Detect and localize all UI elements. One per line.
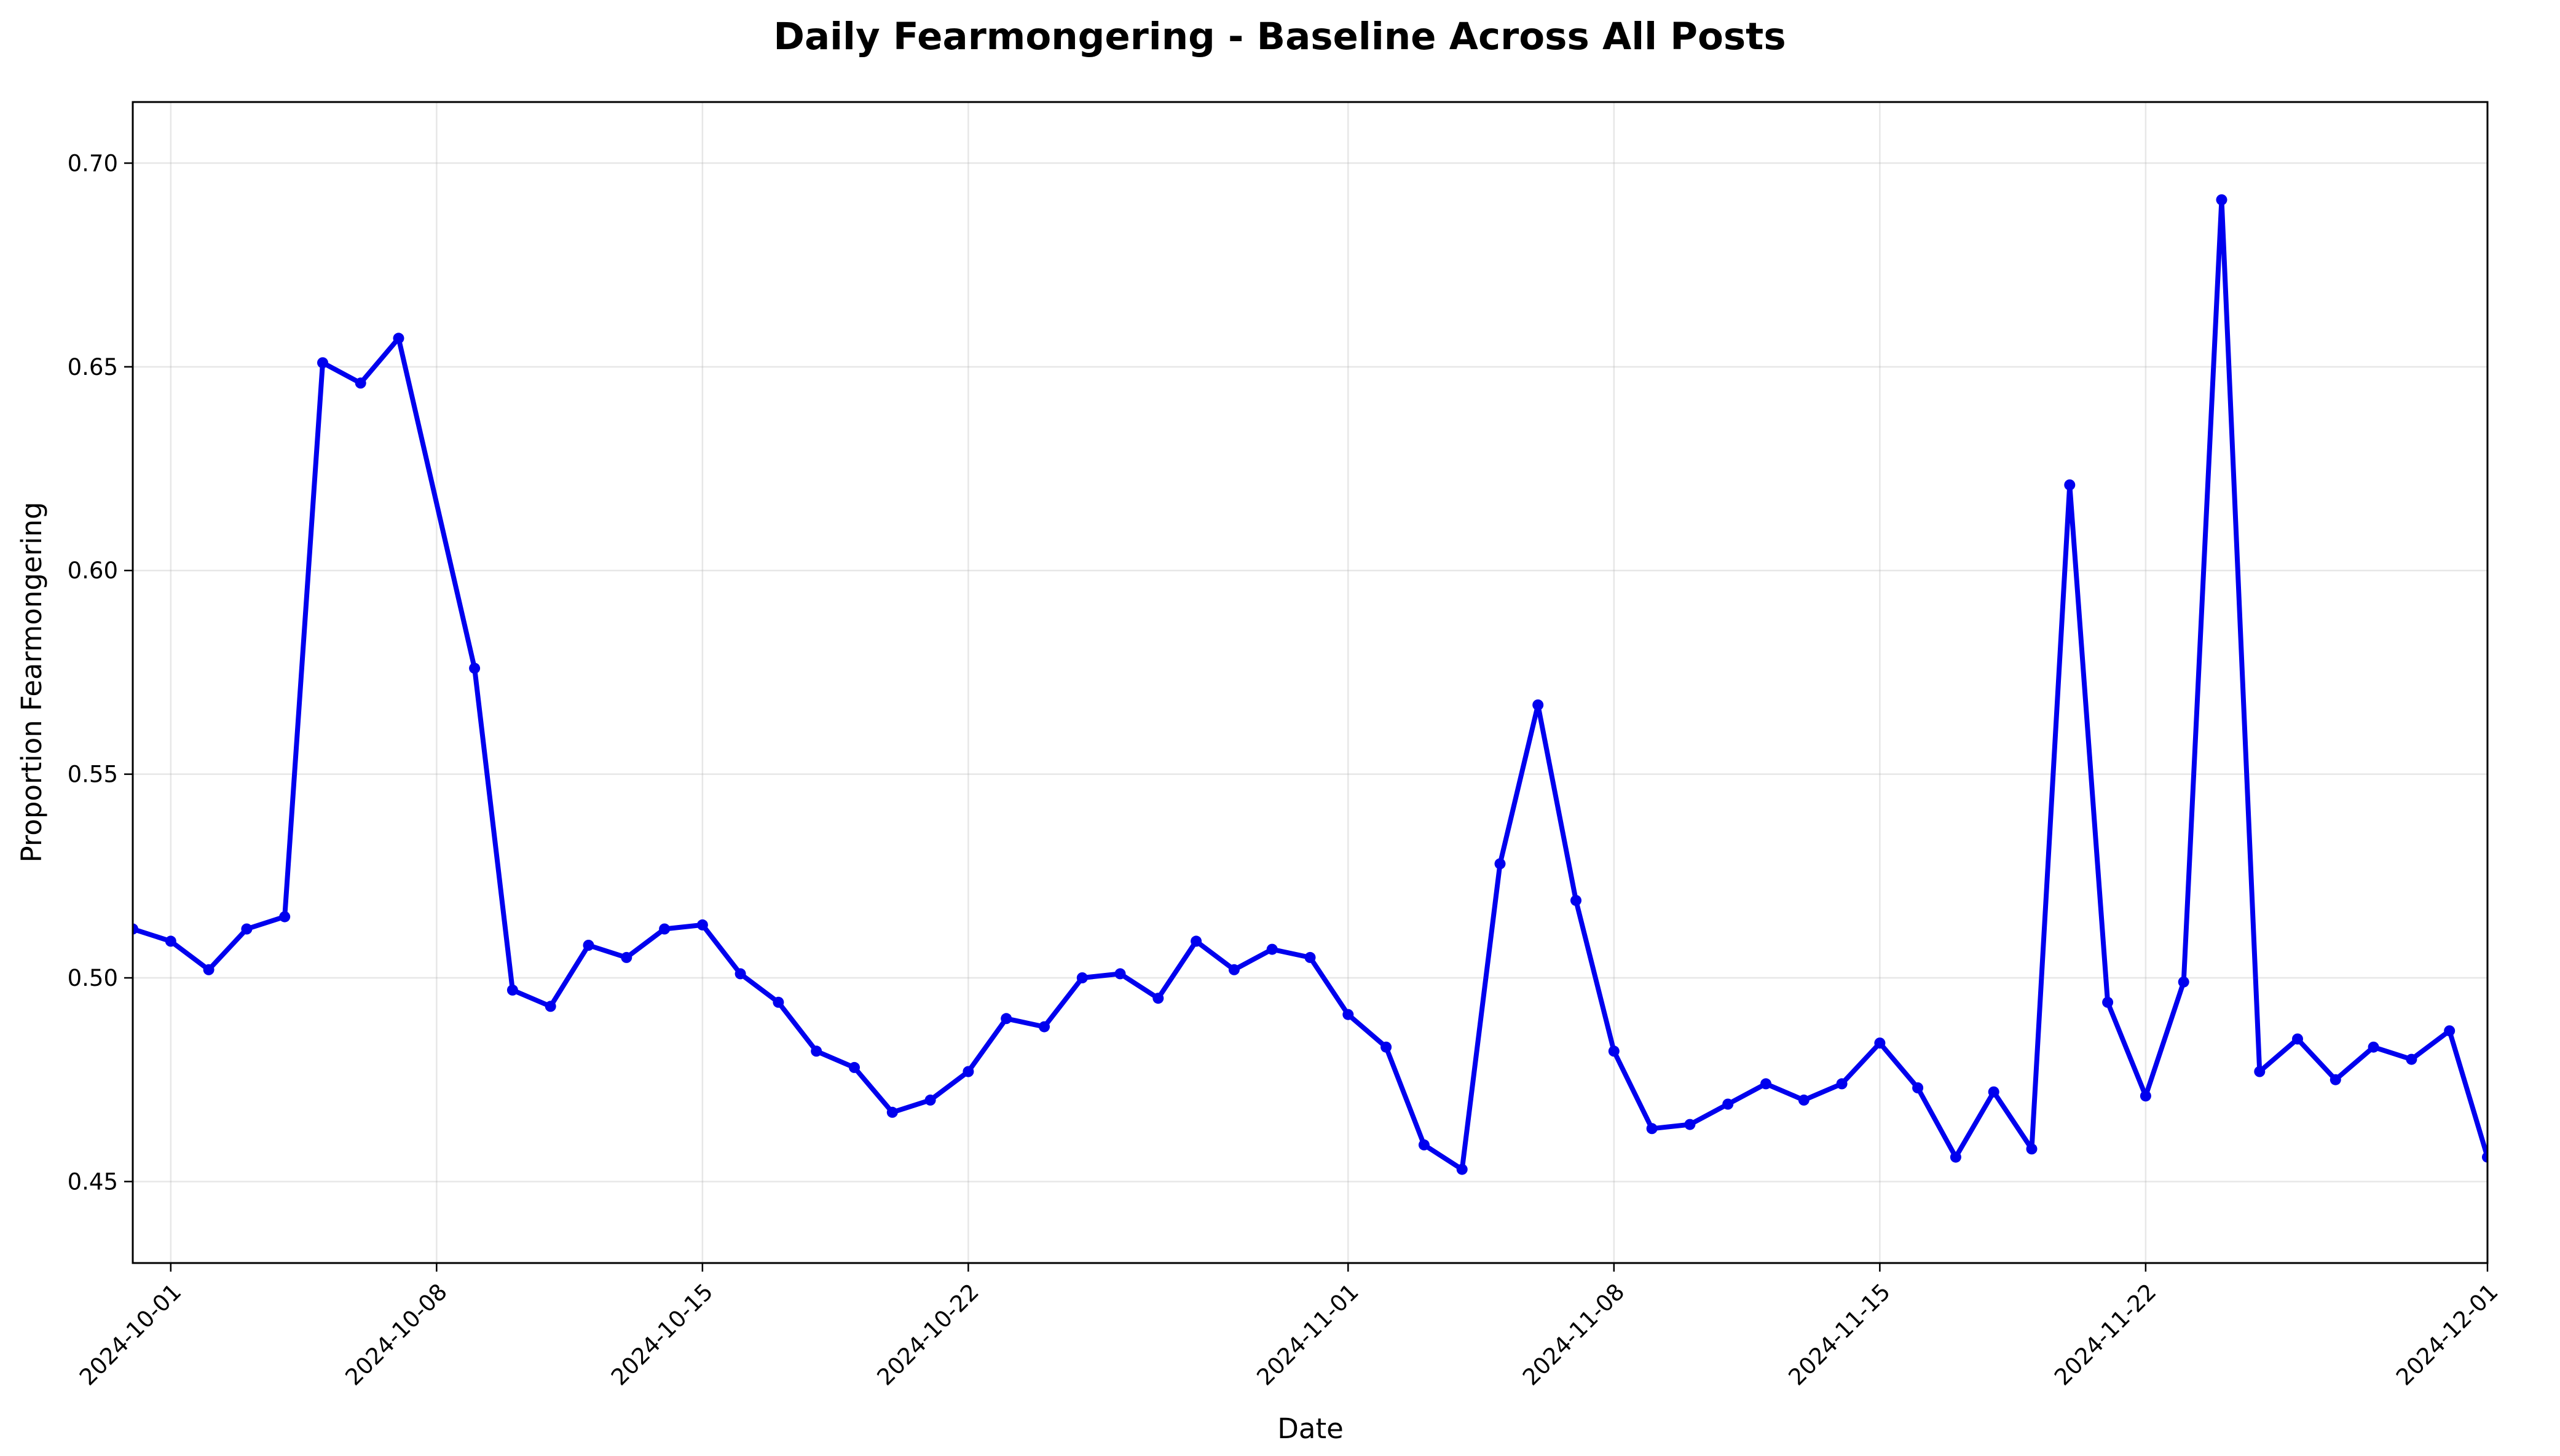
chart-title: Daily Fearmongering - Baseline Across Al… [773,15,1786,58]
data-point [165,935,176,947]
data-point [2330,1074,2341,1085]
data-point [1646,1123,1658,1135]
data-point [1760,1078,1771,1090]
data-point [2026,1143,2038,1155]
data-point [355,377,366,389]
data-point [1570,895,1581,907]
data-point [2254,1066,2266,1077]
data-point [1532,699,1544,710]
y-tick-label: 0.60 [68,557,118,584]
data-point [886,1106,898,1118]
data-point [2178,976,2189,988]
data-point [469,663,481,674]
data-point [1266,943,1278,955]
data-point [849,1061,860,1073]
y-axis: 0.45 0.50 0.55 0.60 0.65 0.70 [68,150,133,1195]
y-tick-label: 0.70 [68,150,118,176]
data-point [317,357,328,369]
data-point [659,923,671,935]
y-tick-label: 0.45 [68,1168,118,1195]
data-point [735,968,746,980]
x-axis-label: Date [1277,1412,1344,1445]
data-point [963,1066,974,1077]
data-point [241,923,253,935]
data-point [1152,993,1164,1004]
data-point [1039,1021,1050,1033]
data-series [133,194,2487,1175]
data-point [1494,858,1506,870]
data-point [1988,1086,1999,1098]
data-point [203,964,215,975]
data-point [1456,1163,1468,1175]
data-point [1722,1098,1734,1110]
data-point [621,951,632,963]
data-point [696,919,708,931]
data-point [1304,951,1316,963]
data-point [924,1094,936,1106]
data-point [1608,1045,1620,1057]
data-point [133,923,138,935]
data-point [2406,1053,2417,1065]
data-point [279,911,291,923]
data-point [1342,1009,1354,1020]
data-point [2482,1151,2487,1163]
data-point [1191,935,1202,947]
data-point [1418,1139,1430,1151]
data-point [1836,1078,1848,1090]
data-point [1798,1094,1810,1106]
data-point [393,333,404,344]
data-point [811,1045,822,1057]
data-point [2140,1090,2151,1102]
data-point [1950,1151,1961,1163]
data-point [773,996,784,1008]
data-point [1114,968,1126,980]
data-point [2064,479,2076,490]
data-point [1076,972,1088,983]
data-point [2444,1025,2456,1037]
grid-lines [133,102,2489,1263]
data-point [2216,194,2227,206]
data-point [506,984,518,996]
data-point [1380,1041,1392,1053]
y-tick-label: 0.55 [68,761,118,788]
data-point [1001,1013,1012,1025]
data-point [2102,996,2114,1008]
y-tick-label: 0.65 [68,354,118,380]
y-tick-label: 0.50 [68,965,118,991]
data-point [545,1001,556,1012]
data-point [1874,1037,1886,1049]
y-axis-label: Proportion Fearmongering [15,502,48,862]
data-point [1912,1082,1924,1093]
data-point [2368,1041,2379,1053]
plot-frame [132,101,2489,1264]
series-line [133,197,2487,1172]
data-point [2292,1033,2303,1045]
data-point [1228,964,1240,975]
data-point [583,940,594,951]
data-point [1684,1119,1696,1130]
